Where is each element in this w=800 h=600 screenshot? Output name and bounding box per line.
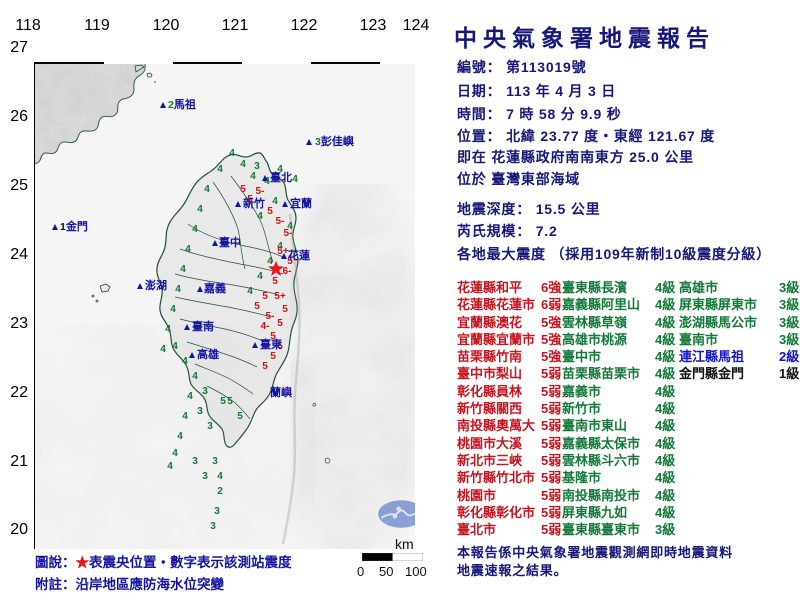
- svg-text:4: 4: [197, 204, 203, 215]
- svg-text:3: 3: [207, 421, 213, 432]
- svg-text:5: 5: [267, 206, 273, 217]
- svg-text:3: 3: [210, 521, 216, 532]
- svg-text:4-: 4-: [261, 321, 270, 332]
- svg-text:4: 4: [192, 224, 198, 235]
- svg-text:5: 5: [240, 184, 246, 195]
- svg-text:4: 4: [217, 471, 223, 482]
- svg-text:3: 3: [202, 471, 208, 482]
- svg-text:5: 5: [220, 396, 226, 407]
- svg-text:4: 4: [165, 324, 171, 335]
- svg-text:5: 5: [227, 396, 233, 407]
- svg-text:5-: 5-: [276, 216, 285, 227]
- svg-text:4: 4: [170, 304, 176, 315]
- svg-text:4: 4: [160, 344, 166, 355]
- svg-text:4: 4: [172, 341, 178, 352]
- svg-text:4: 4: [204, 184, 210, 195]
- svg-text:4: 4: [187, 391, 193, 402]
- svg-text:5: 5: [277, 318, 283, 329]
- svg-text:4: 4: [182, 356, 188, 367]
- svg-text:4: 4: [257, 211, 263, 222]
- svg-text:4: 4: [250, 171, 256, 182]
- svg-text:4: 4: [167, 461, 173, 472]
- svg-text:5: 5: [270, 351, 276, 362]
- svg-text:4: 4: [172, 448, 178, 459]
- svg-text:5: 5: [272, 276, 278, 287]
- svg-text:6-: 6-: [283, 266, 292, 277]
- svg-text:3: 3: [197, 406, 203, 417]
- svg-text:3: 3: [254, 161, 260, 172]
- svg-text:4: 4: [180, 264, 186, 275]
- svg-text:4: 4: [182, 411, 188, 422]
- svg-text:4: 4: [192, 371, 198, 382]
- svg-text:5-: 5-: [284, 228, 293, 239]
- svg-text:4: 4: [240, 159, 246, 170]
- svg-text:5: 5: [282, 304, 288, 315]
- svg-text:5+: 5+: [274, 291, 286, 302]
- svg-text:4: 4: [272, 196, 278, 207]
- svg-text:4: 4: [175, 284, 181, 295]
- svg-text:4: 4: [229, 148, 235, 159]
- svg-text:5: 5: [254, 301, 260, 312]
- svg-text:3: 3: [202, 386, 208, 397]
- svg-text:4: 4: [267, 256, 273, 267]
- svg-text:4: 4: [177, 431, 183, 442]
- svg-text:3: 3: [212, 456, 218, 467]
- svg-text:5: 5: [262, 291, 268, 302]
- svg-text:4: 4: [185, 244, 191, 255]
- svg-text:4: 4: [257, 271, 263, 282]
- svg-text:4: 4: [292, 174, 298, 185]
- svg-text:5: 5: [262, 361, 268, 372]
- svg-text:5: 5: [237, 411, 243, 422]
- svg-text:2: 2: [217, 486, 223, 497]
- svg-text:4: 4: [247, 286, 253, 297]
- svg-text:4: 4: [217, 164, 223, 175]
- svg-text:3: 3: [214, 506, 220, 517]
- svg-text:3: 3: [192, 456, 198, 467]
